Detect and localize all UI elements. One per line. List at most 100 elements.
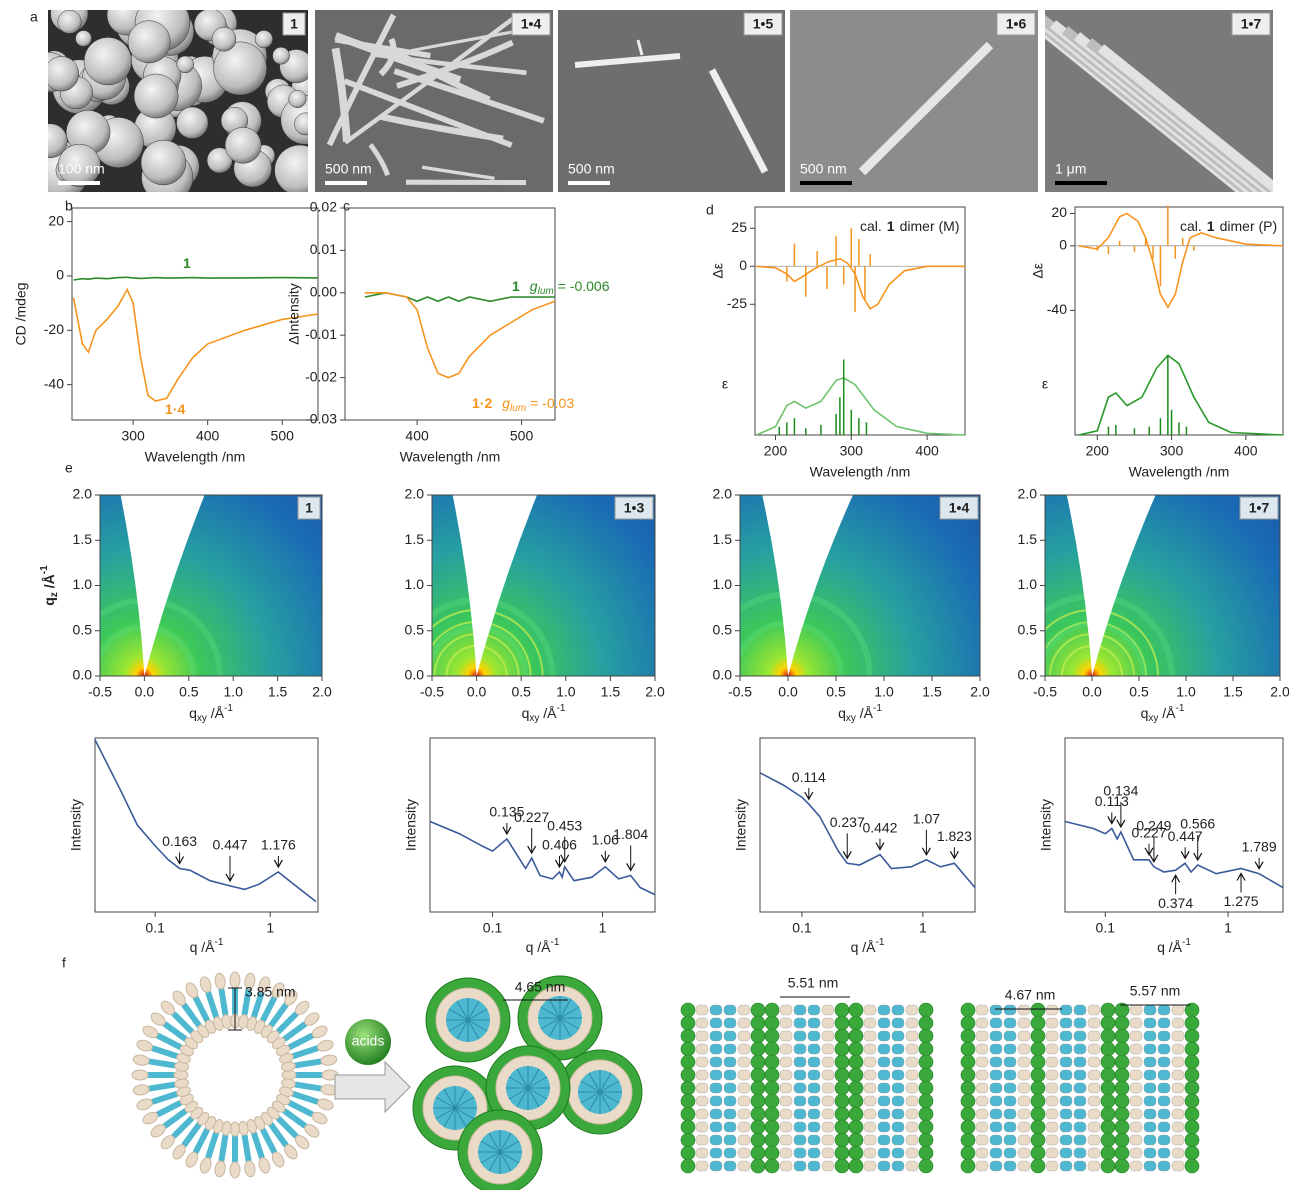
block-rod — [892, 1096, 904, 1106]
block-sphere — [849, 1094, 863, 1108]
label-part: -1 — [224, 703, 233, 714]
block-sphere — [1031, 1133, 1045, 1147]
block-rod — [1004, 1148, 1016, 1158]
block-rod — [976, 1083, 988, 1093]
y-tick-label: 0 — [1059, 236, 1067, 252]
y-tick-label: 0.01 — [310, 241, 337, 257]
process-arrow — [335, 1062, 410, 1112]
block-rod — [1060, 1083, 1072, 1093]
label-part: -1 — [876, 937, 885, 948]
block-rod — [794, 1083, 806, 1093]
y-axis-label: Intensity — [68, 799, 84, 851]
block-rod — [990, 1083, 1002, 1093]
sphere — [44, 56, 79, 91]
block-rod — [780, 1109, 792, 1119]
block-sphere — [681, 1042, 695, 1056]
block-rod — [696, 1031, 708, 1041]
block-sphere — [1185, 1042, 1199, 1056]
x-tick-label: 300 — [121, 428, 145, 444]
peak-label: 0.406 — [542, 837, 577, 853]
peak-label: 0.453 — [547, 817, 582, 833]
block-rod — [1158, 1083, 1170, 1093]
block-rod — [1060, 1122, 1072, 1132]
label-part: xy — [197, 713, 207, 724]
series-label: 1glum= -0.006 — [512, 278, 610, 297]
block-rod — [976, 1070, 988, 1080]
x-tick-label: 0.1 — [792, 920, 812, 936]
block-rod — [1172, 1148, 1184, 1158]
block-rod — [808, 1057, 820, 1067]
plot-frame — [345, 208, 555, 420]
block-sphere — [1185, 1107, 1199, 1121]
dimension-label: 3.85 nm — [245, 984, 296, 1000]
block-sphere — [1115, 1081, 1129, 1095]
x-tick-label: 2.0 — [312, 684, 332, 700]
block-rod — [1074, 1057, 1086, 1067]
block-rod — [1004, 1070, 1016, 1080]
block-rod — [1074, 1109, 1086, 1119]
block-rod — [710, 1057, 722, 1067]
block-rod — [710, 1031, 722, 1041]
block-sphere — [1031, 1016, 1045, 1030]
y-tick-label: 2.0 — [405, 486, 425, 502]
block-rod — [696, 1096, 708, 1106]
x-tick-label: -0.5 — [1033, 684, 1057, 700]
block-rod — [1074, 1005, 1086, 1015]
x-tick-label: 1.5 — [601, 684, 621, 700]
label-part: -1 — [215, 937, 224, 948]
block-rod — [1046, 1109, 1058, 1119]
block-rod — [864, 1044, 876, 1054]
heatmap-label: 1 — [305, 500, 313, 516]
lipid-tail — [222, 1136, 226, 1160]
lipid-tail — [245, 1136, 249, 1160]
y2-axis-label: ε — [722, 376, 728, 392]
block-rod — [878, 1031, 890, 1041]
data-line — [74, 277, 319, 280]
block-sphere — [835, 1081, 849, 1095]
lipid-head — [198, 975, 212, 993]
block-rod — [1004, 1083, 1016, 1093]
block-rod — [864, 1109, 876, 1119]
block-sphere — [765, 1081, 779, 1095]
x-tick-label: 0.5 — [179, 684, 199, 700]
block-rod — [1088, 1070, 1100, 1080]
block-rod — [738, 1057, 750, 1067]
x-tick-label: 1.0 — [223, 684, 243, 700]
block-rod — [794, 1070, 806, 1080]
block-sphere — [1115, 1029, 1129, 1043]
lipid-head — [214, 972, 226, 989]
block-rod — [696, 1044, 708, 1054]
block-rod — [822, 1083, 834, 1093]
block-rod — [710, 1005, 722, 1015]
block-rod — [1046, 1057, 1058, 1067]
series-label: 1·2glum= -0.03 — [472, 395, 574, 414]
block-rod — [1018, 1083, 1030, 1093]
block-rod — [1144, 1031, 1156, 1041]
block-rod — [696, 1135, 708, 1145]
peak-label: 0.249 — [1136, 817, 1171, 833]
block-rod — [906, 1031, 918, 1041]
y-tick-label: -0.01 — [305, 326, 337, 342]
block-sphere — [849, 1133, 863, 1147]
block-rod — [808, 1109, 820, 1119]
axis-label: q /Å-1 — [190, 937, 224, 955]
block-rod — [738, 1031, 750, 1041]
block-rod — [990, 1044, 1002, 1054]
sphere — [225, 127, 261, 163]
block-rod — [976, 1044, 988, 1054]
block-rod — [1088, 1044, 1100, 1054]
label-part: q /Å — [190, 939, 216, 955]
sphere — [141, 140, 186, 185]
block-sphere — [835, 1003, 849, 1017]
block-rod — [878, 1109, 890, 1119]
block-rod — [1158, 1005, 1170, 1015]
block-rod — [808, 1031, 820, 1041]
block-rod — [724, 1070, 736, 1080]
scale-label: 100 nm — [58, 161, 105, 177]
label-part: q — [41, 597, 57, 606]
block-rod — [878, 1005, 890, 1015]
block-sphere — [681, 1055, 695, 1069]
block-rod — [794, 1135, 806, 1145]
block-sphere — [919, 1146, 933, 1160]
block-sphere — [835, 1107, 849, 1121]
